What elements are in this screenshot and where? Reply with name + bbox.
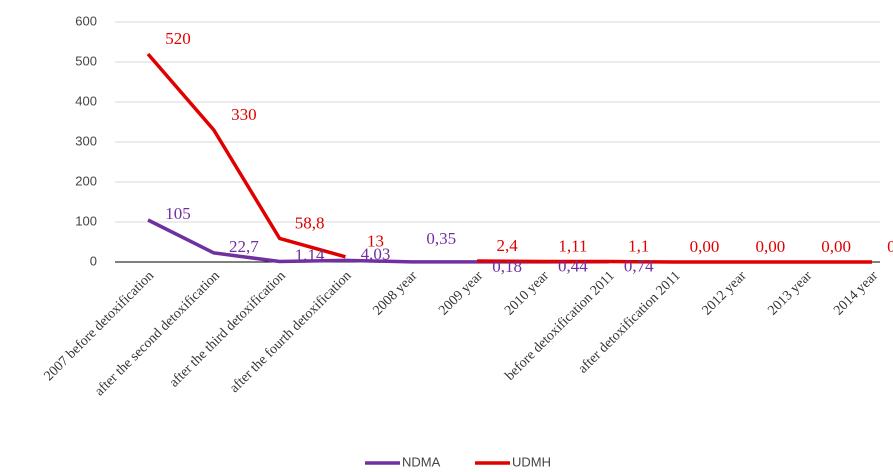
data-label: 22,7 [229, 237, 259, 256]
x-tick-label: 2009 year [436, 268, 486, 318]
y-tick-label: 300 [75, 133, 97, 148]
data-label: 1,1 [628, 236, 649, 255]
data-label: 0,00 [887, 237, 893, 256]
x-tick-label: after the second detoxification [92, 268, 223, 399]
legend-label: NDMA [402, 454, 441, 469]
y-tick-label: 100 [75, 213, 97, 228]
series-line [146, 52, 346, 259]
data-label: 13 [367, 232, 384, 251]
data-label: 1,14 [295, 245, 325, 264]
y-tick-label: 200 [75, 173, 97, 188]
data-label: 1,11 [558, 236, 587, 255]
y-tick-label: 0 [90, 253, 97, 268]
data-label: 0,00 [690, 237, 720, 256]
data-label: 520 [165, 29, 191, 48]
data-label: 0,00 [755, 237, 785, 256]
data-label: 0,18 [492, 257, 522, 276]
data-label: 105 [165, 204, 191, 223]
data-label: 0,44 [558, 257, 588, 276]
x-tick-label: before detoxification 2011 [503, 268, 618, 383]
x-tick-label: 2012 year [700, 268, 750, 318]
series-line [477, 259, 872, 264]
x-tick-label: 2007 before detoxification [41, 268, 157, 384]
x-tick-label: after the fourth detoxification [227, 268, 354, 395]
data-label: 0,00 [821, 237, 851, 256]
legend-label: UDMH [512, 454, 551, 469]
data-label: 2,4 [496, 236, 518, 255]
y-tick-label: 500 [75, 53, 97, 68]
x-tick-label: 2008 year [370, 268, 420, 318]
data-label: 330 [231, 105, 257, 124]
data-label: 58,8 [295, 213, 325, 232]
x-tick-label: 2013 year [765, 268, 815, 318]
y-tick-label: 400 [75, 93, 97, 108]
y-tick-label: 600 [75, 13, 97, 28]
data-label: 0,35 [426, 229, 456, 248]
data-label: 4,03 [361, 244, 391, 263]
data-label: 0,74 [624, 257, 654, 276]
x-tick-label: after the third detoxification [167, 268, 289, 390]
x-tick-label: 2014 year [831, 268, 881, 318]
